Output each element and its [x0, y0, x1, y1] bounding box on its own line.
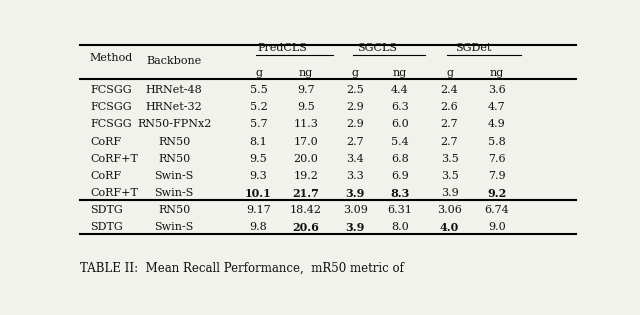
- Text: g: g: [255, 68, 262, 78]
- Text: Swin-S: Swin-S: [154, 188, 194, 198]
- Text: ng: ng: [298, 68, 313, 78]
- Text: 6.74: 6.74: [484, 205, 509, 215]
- Text: 2.7: 2.7: [346, 137, 364, 146]
- Text: HRNet-32: HRNet-32: [146, 102, 203, 112]
- Text: SGCLS: SGCLS: [358, 43, 397, 54]
- Text: 6.8: 6.8: [391, 154, 409, 164]
- Text: Backbone: Backbone: [147, 55, 202, 66]
- Text: Swin-S: Swin-S: [154, 222, 194, 232]
- Text: 3.3: 3.3: [346, 171, 364, 181]
- Text: g: g: [446, 68, 453, 78]
- Text: 9.2: 9.2: [487, 188, 506, 198]
- Text: 9.5: 9.5: [250, 154, 268, 164]
- Text: 3.6: 3.6: [488, 85, 506, 95]
- Text: 5.2: 5.2: [250, 102, 268, 112]
- Text: 5.4: 5.4: [391, 137, 409, 146]
- Text: 9.0: 9.0: [488, 222, 506, 232]
- Text: Method: Method: [90, 53, 133, 63]
- Text: 3.5: 3.5: [441, 171, 458, 181]
- Text: 9.5: 9.5: [297, 102, 314, 112]
- Text: 2.6: 2.6: [441, 102, 458, 112]
- Text: 6.9: 6.9: [391, 171, 409, 181]
- Text: 5.5: 5.5: [250, 85, 268, 95]
- Text: 7.6: 7.6: [488, 154, 506, 164]
- Text: 20.6: 20.6: [292, 222, 319, 233]
- Text: 2.9: 2.9: [346, 119, 364, 129]
- Text: 9.7: 9.7: [297, 85, 314, 95]
- Text: TABLE II:  Mean Recall Performance,  mR50 metric of: TABLE II: Mean Recall Performance, mR50 …: [80, 262, 404, 275]
- Text: 2.5: 2.5: [346, 85, 364, 95]
- Text: RN50: RN50: [158, 205, 190, 215]
- Text: SDTG: SDTG: [90, 222, 123, 232]
- Text: SGDet: SGDet: [455, 43, 492, 54]
- Text: g: g: [352, 68, 359, 78]
- Text: 17.0: 17.0: [293, 137, 318, 146]
- Text: 2.4: 2.4: [441, 85, 458, 95]
- Text: 4.9: 4.9: [488, 119, 506, 129]
- Text: 19.2: 19.2: [293, 171, 318, 181]
- Text: RN50: RN50: [158, 154, 190, 164]
- Text: 3.9: 3.9: [346, 222, 365, 233]
- Text: SDTG: SDTG: [90, 205, 123, 215]
- Text: 9.8: 9.8: [250, 222, 268, 232]
- Text: HRNet-48: HRNet-48: [146, 85, 203, 95]
- Text: 3.5: 3.5: [441, 154, 458, 164]
- Text: 3.9: 3.9: [346, 188, 365, 198]
- Text: Swin-S: Swin-S: [154, 171, 194, 181]
- Text: FCSGG: FCSGG: [90, 85, 132, 95]
- Text: 8.3: 8.3: [390, 188, 410, 198]
- Text: 21.7: 21.7: [292, 188, 319, 198]
- Text: 5.8: 5.8: [488, 137, 506, 146]
- Text: PredCLS: PredCLS: [257, 43, 307, 54]
- Text: 9.3: 9.3: [250, 171, 268, 181]
- Text: 9.17: 9.17: [246, 205, 271, 215]
- Text: 4.0: 4.0: [440, 222, 459, 233]
- Text: 18.42: 18.42: [290, 205, 322, 215]
- Text: CoRF: CoRF: [90, 171, 121, 181]
- Text: 3.4: 3.4: [346, 154, 364, 164]
- Text: 6.31: 6.31: [387, 205, 412, 215]
- Text: CoRF+T: CoRF+T: [90, 154, 138, 164]
- Text: FCSGG: FCSGG: [90, 119, 132, 129]
- Text: FCSGG: FCSGG: [90, 102, 132, 112]
- Text: 4.7: 4.7: [488, 102, 506, 112]
- Text: 2.7: 2.7: [441, 137, 458, 146]
- Text: 3.06: 3.06: [437, 205, 462, 215]
- Text: 2.7: 2.7: [441, 119, 458, 129]
- Text: 2.9: 2.9: [346, 102, 364, 112]
- Text: 8.0: 8.0: [391, 222, 409, 232]
- Text: 5.7: 5.7: [250, 119, 268, 129]
- Text: 20.0: 20.0: [293, 154, 318, 164]
- Text: 3.09: 3.09: [343, 205, 368, 215]
- Text: 11.3: 11.3: [293, 119, 318, 129]
- Text: RN50-FPNx2: RN50-FPNx2: [137, 119, 211, 129]
- Text: RN50: RN50: [158, 137, 190, 146]
- Text: 3.9: 3.9: [441, 188, 458, 198]
- Text: 6.0: 6.0: [391, 119, 409, 129]
- Text: 6.3: 6.3: [391, 102, 409, 112]
- Text: ng: ng: [490, 68, 504, 78]
- Text: 4.4: 4.4: [391, 85, 409, 95]
- Text: 10.1: 10.1: [245, 188, 272, 198]
- Text: CoRF: CoRF: [90, 137, 121, 146]
- Text: ng: ng: [393, 68, 407, 78]
- Text: 8.1: 8.1: [250, 137, 268, 146]
- Text: 7.9: 7.9: [488, 171, 506, 181]
- Text: CoRF+T: CoRF+T: [90, 188, 138, 198]
